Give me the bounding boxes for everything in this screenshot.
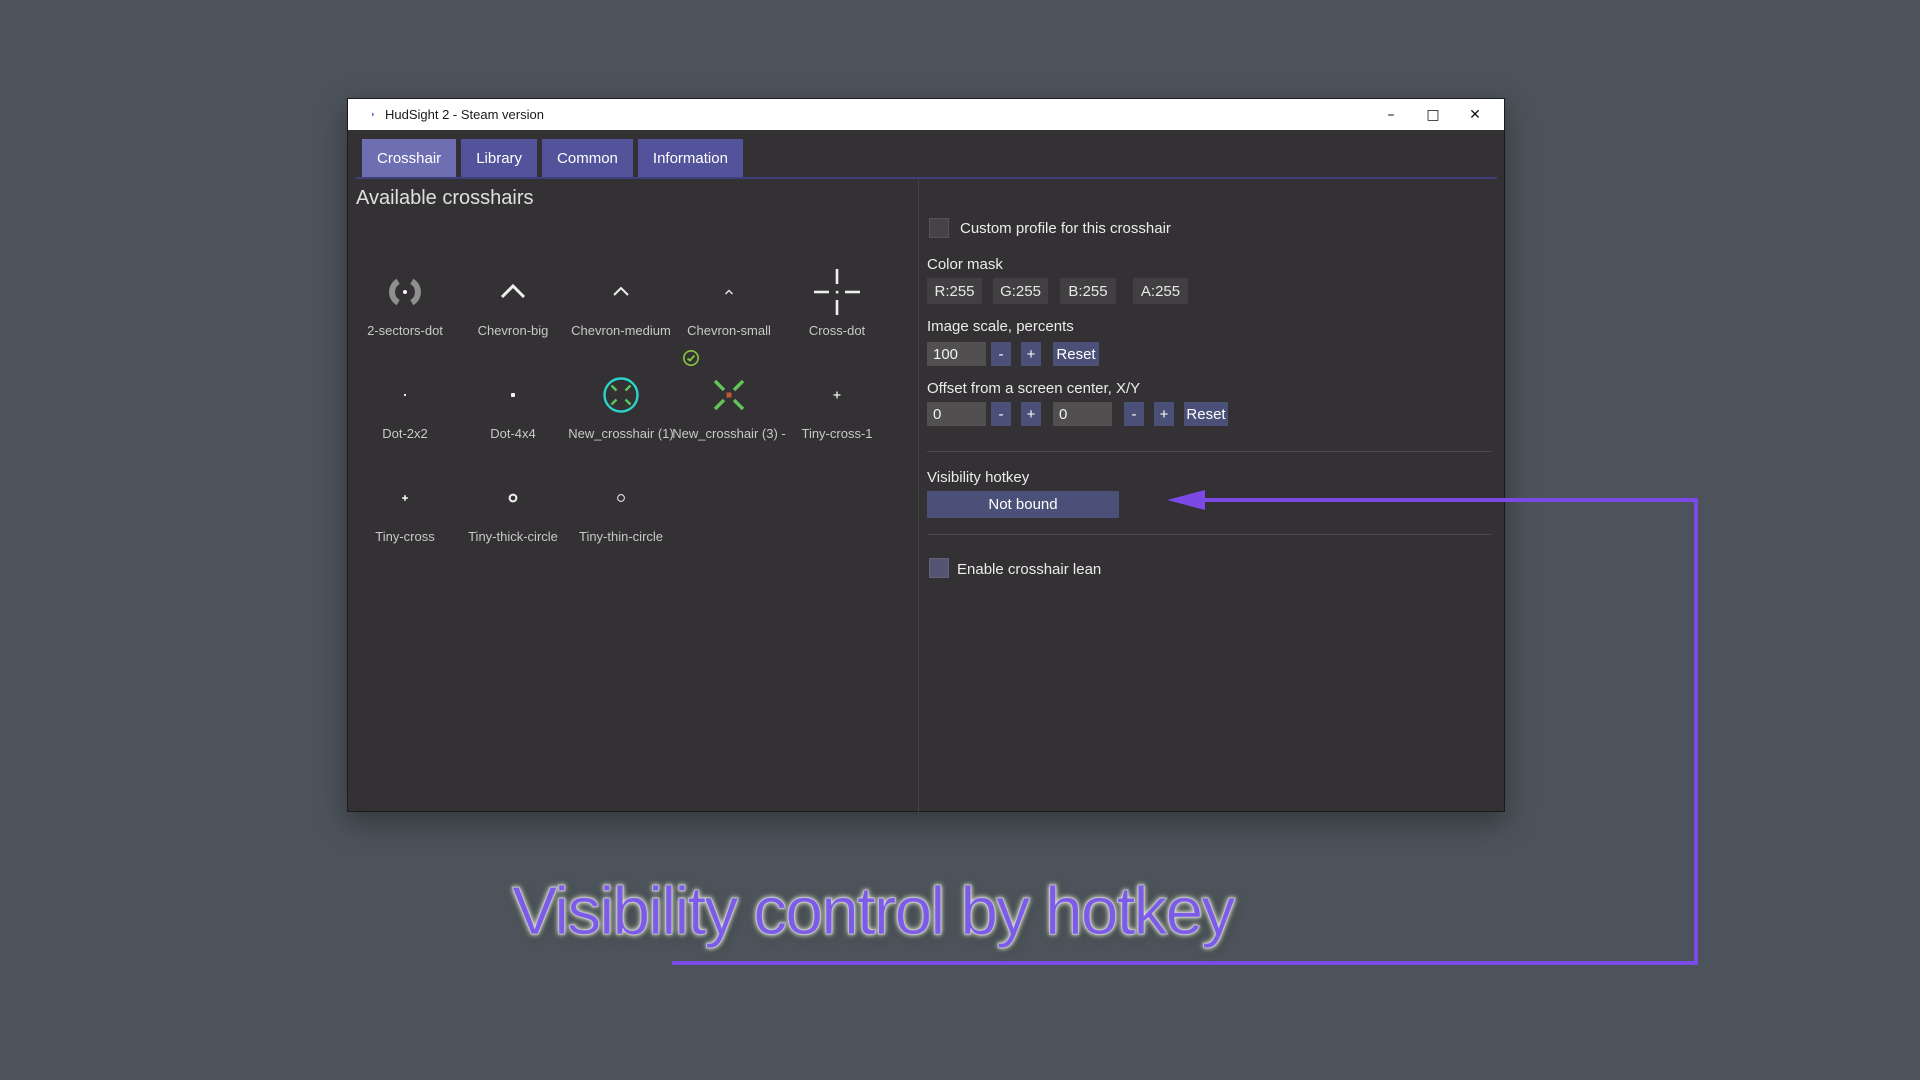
color-mask-label: Color mask — [927, 256, 1003, 273]
crosshair-label: New_crosshair (3) - — [672, 426, 786, 441]
circle-crosshair-icon — [603, 377, 639, 413]
app-window: HudSight 2 - Steam version – □ ✕ Crossha… — [347, 98, 1505, 812]
offset-y-plus-button[interactable]: + — [1154, 402, 1174, 426]
crosshair-label: New_crosshair (1) — [568, 426, 674, 441]
image-scale-input[interactable] — [927, 342, 986, 366]
crosshair-lean-checkbox[interactable] — [929, 558, 949, 578]
crosshair-item-chevron-small[interactable]: Chevron-small — [675, 246, 783, 349]
cross-dot-icon — [814, 269, 860, 315]
crosshair-label: Tiny-cross-1 — [801, 426, 873, 441]
crosshair-item-new-crosshair-1[interactable]: New_crosshair (1) — [567, 349, 675, 452]
crosshair-item-tiny-cross-1[interactable]: Tiny-cross-1 — [783, 349, 891, 452]
scale-reset-button[interactable]: Reset — [1053, 342, 1099, 366]
titlebar[interactable]: HudSight 2 - Steam version – □ ✕ — [348, 99, 1504, 130]
offset-y-minus-button[interactable]: - — [1124, 402, 1144, 426]
crosshair-item-dot-2x2[interactable]: Dot-2x2 — [351, 349, 459, 452]
tiny-cross-1-icon — [833, 391, 841, 399]
crosshair-label: Chevron-medium — [571, 323, 671, 338]
crosshair-label: Dot-2x2 — [382, 426, 428, 441]
offset-x-input[interactable] — [927, 402, 986, 426]
tab-common[interactable]: Common — [542, 139, 633, 177]
crosshair-label: 2-sectors-dot — [367, 323, 443, 338]
tab-crosshair[interactable]: Crosshair — [362, 139, 457, 177]
image-scale-label: Image scale, percents — [927, 318, 1074, 335]
crosshair-label: Tiny-thin-circle — [578, 529, 664, 544]
chevron-big-icon — [500, 283, 526, 299]
scale-minus-button[interactable]: - — [991, 342, 1011, 366]
dot-2x2-icon — [404, 394, 406, 396]
chevron-small-icon — [725, 289, 733, 295]
crosshair-item-chevron-medium[interactable]: Chevron-medium — [567, 246, 675, 349]
crosshair-label: Cross-dot — [808, 323, 866, 338]
section-divider — [927, 451, 1491, 452]
crosshair-label: Tiny-cross — [375, 529, 435, 544]
tab-bar: Crosshair Library Common Information — [362, 139, 743, 177]
crosshair-item-tiny-cross[interactable]: Tiny-cross — [351, 452, 459, 555]
alpha-channel-button[interactable]: A:255 — [1133, 278, 1188, 304]
green-channel-button[interactable]: G:255 — [993, 278, 1048, 304]
maximize-button[interactable]: □ — [1426, 106, 1440, 123]
available-crosshairs-heading: Available crosshairs — [356, 187, 534, 209]
hotkey-bind-button[interactable]: Not bound — [927, 491, 1119, 518]
offset-reset-button[interactable]: Reset — [1184, 402, 1228, 426]
visibility-hotkey-label: Visibility hotkey — [927, 469, 1030, 486]
section-divider — [927, 534, 1491, 535]
color-swatch[interactable] — [348, 99, 372, 125]
dot-4x4-icon — [511, 393, 515, 397]
chevron-medium-icon — [613, 286, 629, 296]
tab-library[interactable]: Library — [461, 139, 538, 177]
custom-profile-checkbox[interactable] — [929, 218, 949, 238]
panel-divider — [918, 178, 919, 812]
tab-information[interactable]: Information — [637, 139, 743, 177]
crosshair-item-dot-4x4[interactable]: Dot-4x4 — [459, 349, 567, 452]
tiny-thin-circle-icon — [617, 494, 625, 502]
minimize-button[interactable]: – — [1387, 106, 1395, 123]
crosshair-item-2-sectors-dot[interactable]: 2-sectors-dot — [351, 246, 459, 349]
crosshair-item-cross-dot[interactable]: Cross-dot — [783, 246, 891, 349]
sectors-dot-icon — [389, 278, 421, 306]
crosshair-grid: 2-sectors-dot Chevron-big Chevron-medium… — [351, 246, 891, 555]
crosshair-label: Tiny-thick-circle — [468, 529, 558, 544]
red-channel-button[interactable]: R:255 — [927, 278, 982, 304]
crosshair-label: Dot-4x4 — [490, 426, 536, 441]
tiny-cross-icon — [402, 495, 408, 501]
tiny-thick-circle-icon — [508, 493, 518, 503]
selected-check-icon — [683, 350, 699, 366]
scale-plus-button[interactable]: + — [1021, 342, 1041, 366]
offset-x-minus-button[interactable]: - — [991, 402, 1011, 426]
close-button[interactable]: ✕ — [1469, 106, 1481, 123]
crosshair-item-tiny-thick-circle[interactable]: Tiny-thick-circle — [459, 452, 567, 555]
crosshair-item-tiny-thin-circle[interactable]: Tiny-thin-circle — [567, 452, 675, 555]
x-crosshair-icon — [713, 379, 745, 411]
tab-underline — [356, 177, 1497, 179]
caption-text: Visibility control by hotkey — [512, 873, 1236, 950]
crosshair-lean-label: Enable crosshair lean — [957, 561, 1102, 578]
custom-profile-label: Custom profile for this crosshair — [960, 220, 1171, 237]
offset-label: Offset from a screen center, X/Y — [927, 380, 1141, 397]
blue-channel-button[interactable]: B:255 — [1060, 278, 1116, 304]
crosshair-item-chevron-big[interactable]: Chevron-big — [459, 246, 567, 349]
crosshair-label: Chevron-big — [477, 323, 549, 338]
crosshair-label: Chevron-small — [687, 323, 771, 338]
window-title: HudSight 2 - Steam version — [385, 107, 544, 122]
offset-y-input[interactable] — [1053, 402, 1112, 426]
crosshair-item-new-crosshair-3[interactable]: New_crosshair (3) - — [672, 349, 786, 452]
offset-x-plus-button[interactable]: + — [1021, 402, 1041, 426]
